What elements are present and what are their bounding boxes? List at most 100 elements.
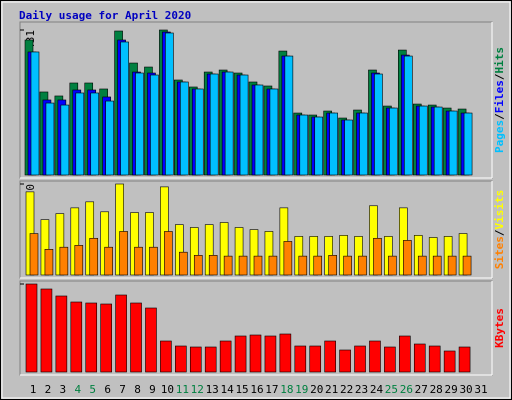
bar xyxy=(175,345,187,373)
bar xyxy=(105,100,114,176)
bar xyxy=(374,73,383,176)
bar xyxy=(74,245,84,276)
bar xyxy=(179,251,188,276)
bar xyxy=(358,255,367,276)
bar xyxy=(314,116,324,176)
x-tick-label: 4 xyxy=(74,383,81,396)
bar xyxy=(209,73,219,176)
x-tick-label: 18 xyxy=(280,383,293,396)
bar xyxy=(194,88,204,176)
bar xyxy=(373,237,382,276)
bar xyxy=(59,246,69,276)
x-tick-label: 22 xyxy=(340,383,353,396)
bar xyxy=(403,240,412,276)
x-tick-label: 9 xyxy=(149,383,156,396)
bar xyxy=(149,246,158,276)
x-tick-label: 30 xyxy=(459,383,472,396)
x-tick-label: 15 xyxy=(235,383,248,396)
bar xyxy=(268,255,278,276)
legend-entry: Pages xyxy=(493,120,506,153)
bar xyxy=(344,119,353,176)
bar xyxy=(165,32,174,176)
bar xyxy=(40,288,53,373)
x-tick-label: 21 xyxy=(325,383,338,396)
bar xyxy=(447,255,457,276)
x-tick-label: 23 xyxy=(355,383,368,396)
bar xyxy=(294,345,307,373)
bar xyxy=(193,255,203,276)
legend-entry: Hits xyxy=(493,47,506,74)
bar xyxy=(433,106,443,176)
bar xyxy=(85,302,98,373)
bar xyxy=(150,74,159,176)
x-tick-label: 17 xyxy=(265,383,278,396)
bar xyxy=(324,340,336,373)
bar xyxy=(249,334,262,373)
bar xyxy=(100,303,112,373)
bar xyxy=(180,81,189,176)
bar xyxy=(329,112,338,176)
bar xyxy=(115,294,127,373)
bar xyxy=(388,255,397,276)
bar xyxy=(299,114,309,176)
x-tick-label: 25 xyxy=(385,383,398,396)
bar xyxy=(204,346,217,373)
bar xyxy=(313,255,323,276)
bar xyxy=(384,346,396,373)
bar xyxy=(219,340,232,373)
x-tick-label: 19 xyxy=(295,383,308,396)
bar xyxy=(298,255,308,276)
x-tick-label: 11 xyxy=(176,383,189,396)
bar xyxy=(284,55,294,176)
x-tick-label: 10 xyxy=(161,383,174,396)
bar xyxy=(354,345,366,373)
x-tick-label: 1 xyxy=(30,383,37,396)
bar xyxy=(462,255,472,276)
x-tick-label: 31 xyxy=(474,383,487,396)
bar xyxy=(359,112,368,176)
bar xyxy=(413,343,426,373)
x-tick-label: 14 xyxy=(221,383,235,396)
bar xyxy=(253,255,263,276)
bar xyxy=(134,246,143,276)
bar xyxy=(55,295,68,373)
x-tick-label: 5 xyxy=(89,383,96,396)
bar xyxy=(44,248,54,276)
x-tick-label: 16 xyxy=(250,383,263,396)
bar xyxy=(70,301,83,373)
bar xyxy=(417,255,427,276)
bar xyxy=(279,333,292,373)
legend: Pages/Files/Hits xyxy=(493,47,506,153)
bar xyxy=(418,105,428,176)
bar xyxy=(145,307,157,373)
bar xyxy=(238,255,248,276)
legend-separator: / xyxy=(493,73,506,80)
bar xyxy=(30,51,40,176)
legend-entry: KBytes xyxy=(493,308,506,348)
bar xyxy=(339,349,351,373)
bar xyxy=(120,41,129,176)
bar xyxy=(328,255,337,276)
chart-title: Daily usage for April 2020 xyxy=(19,9,191,22)
legend-separator: / xyxy=(493,113,506,120)
bar xyxy=(432,255,442,276)
bar xyxy=(389,107,398,176)
legend-entry: Files xyxy=(493,80,506,113)
bar xyxy=(463,112,473,176)
x-tick-label: 29 xyxy=(445,383,458,396)
bar xyxy=(119,231,128,276)
bar xyxy=(428,345,441,373)
bar xyxy=(75,92,85,176)
legend: KBytes xyxy=(493,308,506,348)
x-tick-label: 12 xyxy=(191,383,204,396)
bar xyxy=(404,55,413,176)
bar xyxy=(29,233,39,276)
x-tick-label: 27 xyxy=(415,383,428,396)
x-tick-label: 13 xyxy=(206,383,219,396)
legend-entry: Visits xyxy=(493,190,506,230)
bar xyxy=(45,102,55,176)
bar xyxy=(90,92,100,176)
bar xyxy=(25,283,38,373)
